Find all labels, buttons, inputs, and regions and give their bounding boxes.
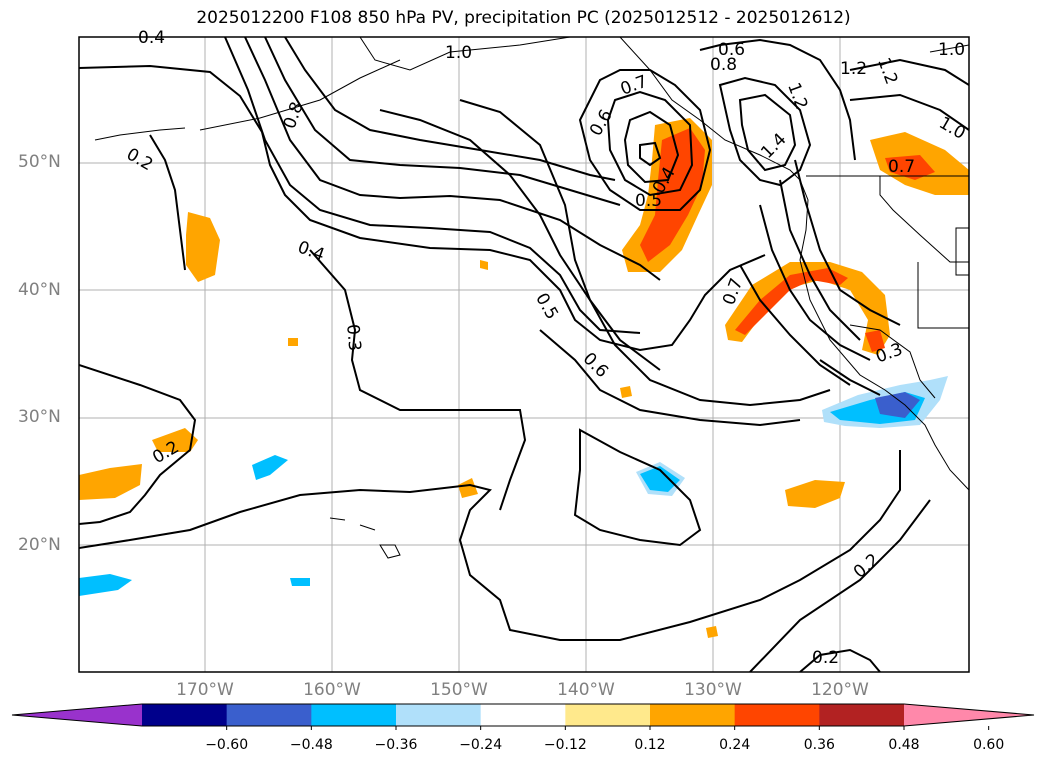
lat-label: 30°N xyxy=(18,407,61,427)
lon-label: 170°W xyxy=(176,680,234,700)
lon-label: 160°W xyxy=(303,680,361,700)
contour-label: 1.2 xyxy=(840,59,867,79)
colorbar-tick-label: 0.36 xyxy=(803,737,835,753)
lat-label: 50°N xyxy=(18,152,61,172)
gridlines xyxy=(79,37,969,672)
contour-label: 0.4 xyxy=(138,28,165,48)
contour-label: 0.2 xyxy=(812,648,839,668)
lon-label: 130°W xyxy=(684,680,742,700)
lon-label: 140°W xyxy=(557,680,615,700)
contour-label: 0.7 xyxy=(888,157,915,177)
contour-label: 0.3 xyxy=(342,323,364,352)
contour-label: 0.5 xyxy=(635,191,662,211)
contour-label: 1.0 xyxy=(445,43,472,63)
colorbar-tick-label: −0.12 xyxy=(543,737,587,753)
precip-shading xyxy=(79,118,969,638)
colorbar-tick-label: 0.48 xyxy=(888,737,920,753)
colorbar-tick-label: 0.12 xyxy=(634,737,666,753)
lon-label: 150°W xyxy=(430,680,488,700)
colorbar-tick-label: 0.24 xyxy=(719,737,751,753)
colorbar-tick-label: 0.60 xyxy=(973,737,1005,753)
contour-label: 0.6 xyxy=(718,40,745,60)
lon-label: 120°W xyxy=(811,680,869,700)
lat-label: 40°N xyxy=(18,280,61,300)
contour-label: 1.0 xyxy=(938,40,965,60)
pv-contours xyxy=(79,37,969,672)
colorbar-tick-label: −0.60 xyxy=(205,737,249,753)
colorbar-tick-label: −0.36 xyxy=(374,737,418,753)
contour-label: 0.8 xyxy=(710,55,737,75)
lat-label: 20°N xyxy=(18,535,61,555)
map-title: 2025012200 F108 850 hPa PV, precipitatio… xyxy=(196,8,851,28)
colorbar-tick-label: −0.48 xyxy=(289,737,333,753)
colorbar-tick-label: −0.24 xyxy=(459,737,503,753)
